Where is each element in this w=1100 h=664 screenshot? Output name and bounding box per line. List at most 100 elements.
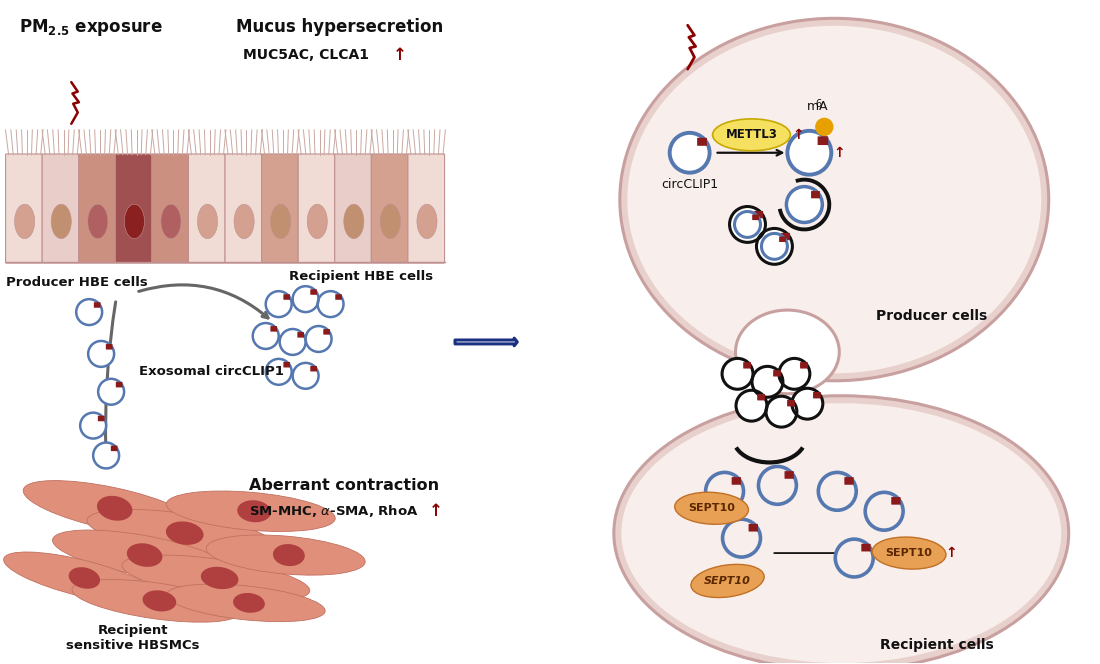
FancyBboxPatch shape bbox=[42, 154, 79, 263]
FancyBboxPatch shape bbox=[744, 362, 751, 369]
FancyBboxPatch shape bbox=[6, 154, 42, 263]
Circle shape bbox=[723, 519, 760, 557]
Ellipse shape bbox=[198, 205, 218, 238]
FancyBboxPatch shape bbox=[732, 477, 741, 485]
Ellipse shape bbox=[72, 580, 240, 622]
Ellipse shape bbox=[273, 544, 305, 566]
FancyBboxPatch shape bbox=[94, 302, 100, 307]
Circle shape bbox=[266, 359, 292, 384]
Circle shape bbox=[722, 359, 754, 389]
Text: ↑: ↑ bbox=[945, 546, 957, 560]
Ellipse shape bbox=[14, 205, 35, 238]
FancyBboxPatch shape bbox=[757, 394, 764, 400]
Text: m: m bbox=[807, 100, 820, 113]
Text: A: A bbox=[820, 100, 828, 113]
Ellipse shape bbox=[97, 496, 132, 521]
FancyBboxPatch shape bbox=[788, 400, 795, 406]
Text: SEPT10: SEPT10 bbox=[689, 503, 735, 513]
FancyBboxPatch shape bbox=[781, 233, 790, 240]
Text: 6: 6 bbox=[816, 99, 822, 109]
Ellipse shape bbox=[271, 205, 290, 238]
Circle shape bbox=[318, 291, 343, 317]
Circle shape bbox=[779, 359, 810, 389]
FancyBboxPatch shape bbox=[773, 370, 781, 376]
Text: Aberrant contraction: Aberrant contraction bbox=[249, 478, 439, 493]
FancyBboxPatch shape bbox=[336, 294, 342, 299]
FancyBboxPatch shape bbox=[800, 362, 807, 369]
FancyBboxPatch shape bbox=[408, 154, 444, 263]
Ellipse shape bbox=[87, 509, 275, 557]
Circle shape bbox=[835, 539, 873, 577]
FancyBboxPatch shape bbox=[284, 294, 290, 299]
Circle shape bbox=[816, 118, 833, 135]
Ellipse shape bbox=[621, 403, 1062, 663]
Text: SM-MHC, $\alpha$-SMA, RhoA: SM-MHC, $\alpha$-SMA, RhoA bbox=[249, 503, 418, 519]
Ellipse shape bbox=[122, 555, 310, 601]
Ellipse shape bbox=[627, 26, 1042, 373]
Ellipse shape bbox=[124, 205, 144, 238]
Circle shape bbox=[766, 396, 796, 427]
Ellipse shape bbox=[417, 205, 437, 238]
FancyBboxPatch shape bbox=[111, 446, 118, 451]
FancyBboxPatch shape bbox=[298, 154, 334, 263]
Circle shape bbox=[736, 390, 767, 421]
Circle shape bbox=[670, 133, 710, 173]
FancyBboxPatch shape bbox=[323, 329, 330, 335]
Circle shape bbox=[786, 187, 823, 222]
FancyBboxPatch shape bbox=[116, 154, 152, 263]
Circle shape bbox=[818, 472, 856, 510]
FancyBboxPatch shape bbox=[297, 332, 304, 337]
Ellipse shape bbox=[23, 481, 199, 536]
FancyBboxPatch shape bbox=[817, 136, 828, 145]
Text: Exosomal circCLIP1: Exosomal circCLIP1 bbox=[139, 365, 284, 378]
FancyBboxPatch shape bbox=[784, 471, 794, 479]
Ellipse shape bbox=[68, 567, 100, 589]
FancyBboxPatch shape bbox=[861, 544, 870, 552]
FancyBboxPatch shape bbox=[152, 154, 188, 263]
Text: Recipient
sensitive HBSMCs: Recipient sensitive HBSMCs bbox=[66, 623, 200, 651]
Ellipse shape bbox=[233, 593, 265, 613]
Ellipse shape bbox=[143, 590, 176, 612]
FancyBboxPatch shape bbox=[372, 154, 408, 263]
Circle shape bbox=[98, 378, 124, 404]
Circle shape bbox=[759, 466, 796, 504]
Circle shape bbox=[729, 207, 766, 242]
Text: Mucus hypersecretion: Mucus hypersecretion bbox=[235, 19, 443, 37]
Ellipse shape bbox=[713, 119, 791, 151]
Circle shape bbox=[866, 492, 903, 530]
Text: ↑: ↑ bbox=[834, 146, 845, 160]
FancyBboxPatch shape bbox=[98, 416, 104, 421]
Ellipse shape bbox=[53, 530, 230, 580]
Text: Recipient HBE cells: Recipient HBE cells bbox=[288, 270, 432, 283]
FancyBboxPatch shape bbox=[891, 497, 901, 505]
FancyBboxPatch shape bbox=[284, 362, 290, 367]
FancyBboxPatch shape bbox=[334, 154, 372, 263]
Ellipse shape bbox=[88, 205, 108, 238]
Ellipse shape bbox=[52, 205, 72, 238]
FancyBboxPatch shape bbox=[749, 524, 758, 532]
Text: ↑: ↑ bbox=[428, 502, 442, 521]
Text: MUC5AC, CLCA1: MUC5AC, CLCA1 bbox=[243, 48, 368, 62]
Circle shape bbox=[293, 286, 319, 312]
Ellipse shape bbox=[166, 491, 336, 531]
Text: Producer HBE cells: Producer HBE cells bbox=[7, 276, 148, 289]
Ellipse shape bbox=[736, 310, 839, 394]
Ellipse shape bbox=[872, 537, 946, 569]
Ellipse shape bbox=[614, 396, 1069, 664]
Circle shape bbox=[788, 131, 832, 175]
Ellipse shape bbox=[166, 521, 204, 545]
Ellipse shape bbox=[238, 500, 271, 523]
FancyBboxPatch shape bbox=[262, 154, 298, 263]
FancyBboxPatch shape bbox=[697, 138, 707, 146]
FancyBboxPatch shape bbox=[106, 344, 112, 349]
Ellipse shape bbox=[234, 205, 254, 238]
Text: SEPT10: SEPT10 bbox=[886, 548, 933, 558]
FancyBboxPatch shape bbox=[79, 154, 116, 263]
Circle shape bbox=[279, 329, 306, 355]
Circle shape bbox=[293, 363, 319, 388]
Ellipse shape bbox=[619, 19, 1048, 380]
FancyBboxPatch shape bbox=[116, 382, 122, 387]
Ellipse shape bbox=[381, 205, 400, 238]
Text: METTL3: METTL3 bbox=[726, 128, 778, 141]
FancyBboxPatch shape bbox=[813, 392, 821, 398]
